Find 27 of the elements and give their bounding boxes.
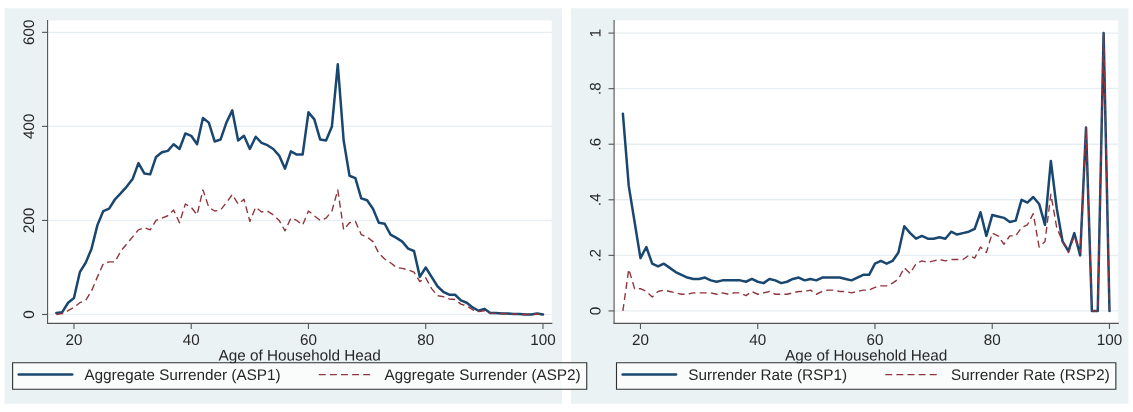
x-axis-title: Age of Household Head (218, 349, 380, 364)
y-tick-label: .4 (589, 193, 601, 205)
x-tick-label: 20 (66, 334, 82, 346)
legend-label: Aggregate Surrender (ASP1) (84, 368, 280, 384)
y-tick-label: 0 (589, 307, 601, 315)
legend-label: Surrender Rate (RSP2) (951, 368, 1109, 384)
y-tick-label: 400 (23, 114, 35, 139)
y-tick-label: 200 (23, 208, 35, 233)
y-tick-label: .6 (589, 138, 601, 150)
y-tick-label: 0 (23, 310, 35, 319)
x-tick-label: 80 (417, 334, 434, 346)
y-tick-label: 1 (589, 29, 601, 37)
line-series (55, 63, 545, 316)
legend-label: Aggregate Surrender (ASP2) (384, 368, 580, 384)
x-tick-label: 100 (531, 334, 556, 346)
x-tick-label: 40 (749, 334, 766, 346)
y-tick-label: .8 (589, 82, 601, 94)
y-tick-label: .2 (589, 249, 601, 261)
x-tick-label: 80 (984, 334, 1001, 346)
x-tick-label: 60 (867, 334, 883, 346)
y-tick-label: 600 (23, 20, 35, 45)
x-tick-label: 40 (183, 334, 200, 346)
x-axis-title: Age of Household Head (785, 349, 947, 364)
x-tick-label: 20 (632, 334, 649, 346)
legend-label: Surrender Rate (RSP1) (689, 368, 847, 384)
x-tick-label: 60 (300, 334, 317, 346)
x-tick-label: 100 (1097, 334, 1122, 346)
